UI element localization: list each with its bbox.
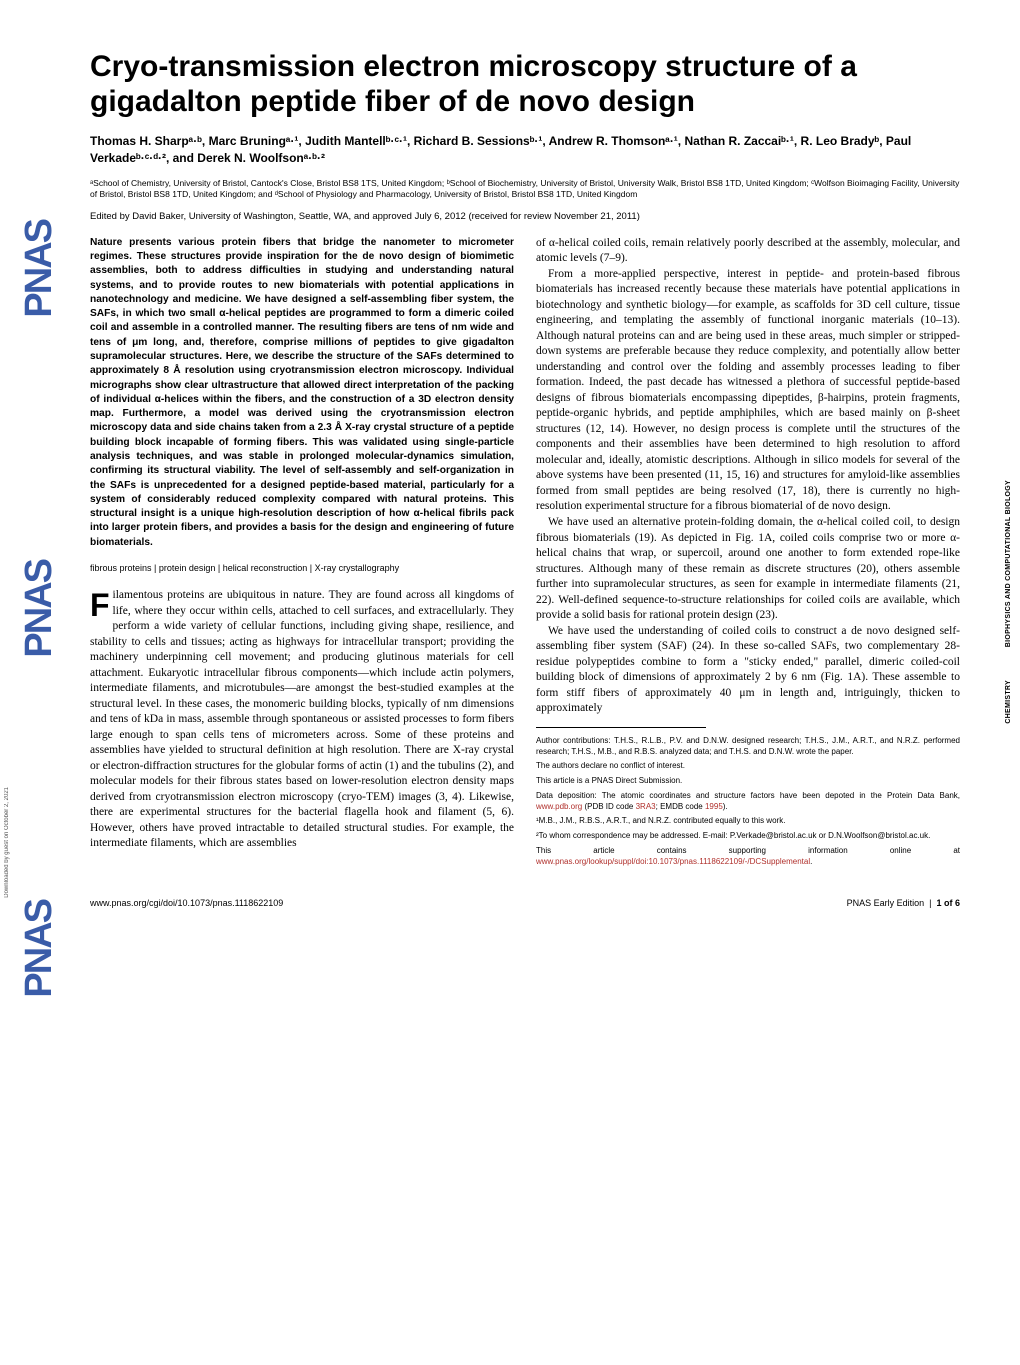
footnote-supporting-info: This article contains supporting informa…: [536, 846, 960, 868]
supporting-info-link[interactable]: www.pnas.org/lookup/suppl/doi:10.1073/pn…: [536, 857, 810, 866]
deposition-text-mid2: ; EMDB code: [656, 802, 705, 811]
page-content: Cryo-transmission electron microscopy st…: [0, 0, 1020, 948]
body-left-paragraph-1: ilamentous proteins are ubiquitous in na…: [90, 589, 514, 849]
footnote-data-deposition: Data deposition: The atomic coordinates …: [536, 791, 960, 813]
pdb-link[interactable]: www.pdb.org: [536, 802, 582, 811]
footer-edition-label: PNAS Early Edition: [847, 898, 925, 908]
article-title: Cryo-transmission electron microscopy st…: [90, 50, 960, 119]
footer-page-number: 1 of 6: [936, 898, 960, 908]
pdb-code-link[interactable]: 3RA3: [636, 802, 656, 811]
body-right-paragraph-2: From a more-applied perspective, interes…: [536, 267, 960, 515]
deposition-text-mid: (PDB ID code: [582, 802, 635, 811]
body-right-paragraph-1: of α-helical coiled coils, remain relati…: [536, 236, 960, 267]
footnote-direct-submission: This article is a PNAS Direct Submission…: [536, 776, 960, 787]
deposition-text-end: ).: [723, 802, 728, 811]
edited-by-line: Edited by David Baker, University of Was…: [90, 211, 960, 222]
footer-doi: www.pnas.org/cgi/doi/10.1073/pnas.111862…: [90, 898, 283, 908]
body-right-paragraph-3: We have used an alternative protein-fold…: [536, 515, 960, 624]
emdb-code-link[interactable]: 1995: [705, 802, 723, 811]
footnotes-block: Author contributions: T.H.S., R.L.B., P.…: [536, 736, 960, 868]
body-text-left: Filamentous proteins are ubiquitous in n…: [90, 588, 514, 852]
deposition-text-pre: Data deposition: The atomic coordinates …: [536, 791, 960, 800]
body-text-right: of α-helical coiled coils, remain relati…: [536, 236, 960, 717]
keywords: fibrous proteins | protein design | heli…: [90, 562, 514, 574]
supporting-text-pre: This article contains supporting informa…: [536, 846, 960, 855]
footnote-contributions: Author contributions: T.H.S., R.L.B., P.…: [536, 736, 960, 758]
supporting-text-end: .: [810, 857, 812, 866]
two-column-layout: Nature presents various protein fibers t…: [90, 236, 960, 872]
abstract-text: Nature presents various protein fibers t…: [90, 236, 514, 550]
footer-page-info: PNAS Early Edition | 1 of 6: [847, 898, 960, 908]
page-footer: www.pnas.org/cgi/doi/10.1073/pnas.111862…: [90, 892, 960, 908]
footnote-conflict: The authors declare no conflict of inter…: [536, 761, 960, 772]
footnote-correspondence: ²To whom correspondence may be addressed…: [536, 831, 960, 842]
author-list: Thomas H. Sharpᵃ·ᵇ, Marc Bruningᵃ·¹, Jud…: [90, 133, 960, 168]
dropcap: F: [90, 588, 113, 620]
footnote-equal-contribution: ¹M.B., J.M., R.B.S., A.R.T., and N.R.Z. …: [536, 816, 960, 827]
body-right-paragraph-4: We have used the understanding of coiled…: [536, 624, 960, 717]
left-column: Nature presents various protein fibers t…: [90, 236, 514, 872]
affiliations: ᵃSchool of Chemistry, University of Bris…: [90, 178, 960, 201]
right-column: of α-helical coiled coils, remain relati…: [536, 236, 960, 872]
footnote-divider: [536, 727, 706, 728]
